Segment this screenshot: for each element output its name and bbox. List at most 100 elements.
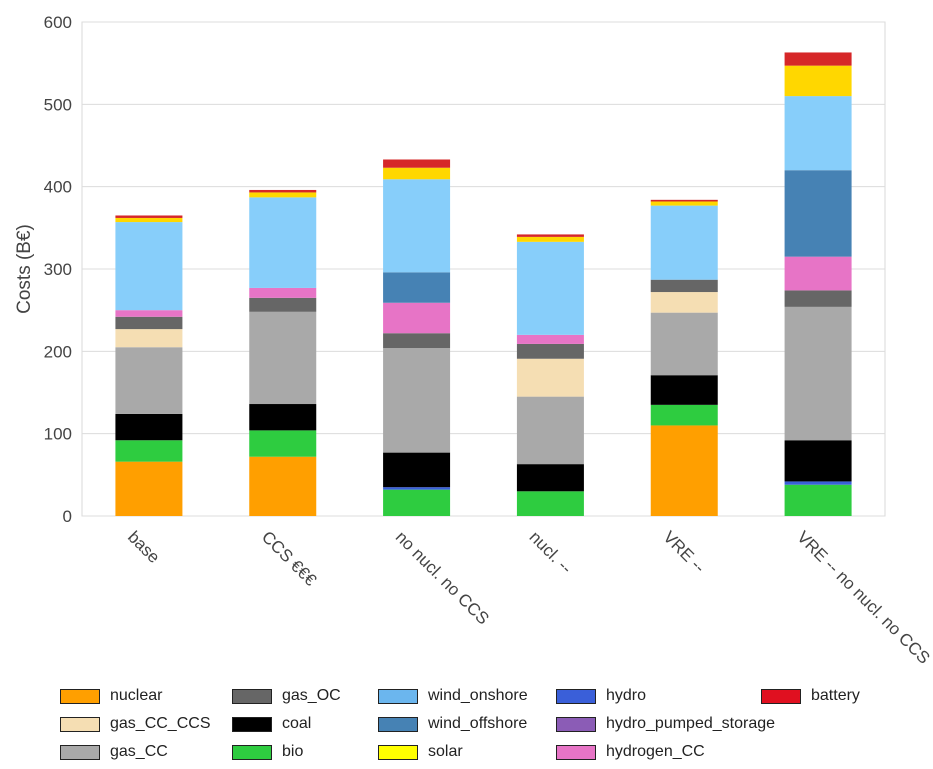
y-tick-label: 100 — [44, 425, 72, 444]
legend-label: hydro_pumped_storage — [606, 715, 776, 732]
bar-segment-wind-onshore — [249, 197, 317, 288]
bar-segment-bio — [784, 484, 852, 516]
legend-item-gas-CC: gas_CC — [60, 740, 168, 764]
bar-segment-solar — [650, 201, 718, 206]
bar-segment-coal — [115, 413, 183, 441]
legend-swatch — [232, 744, 272, 760]
bar-segment-bio — [516, 491, 584, 516]
legend-label: wind_offshore — [428, 715, 528, 732]
legend-swatch — [556, 716, 596, 732]
bar-segment-gas-OC — [383, 333, 451, 349]
bar-segment-hydrogen-CC — [383, 302, 451, 334]
bar-segment-coal — [516, 464, 584, 492]
legend-item-battery: battery — [761, 684, 860, 708]
bar-segment-wind-onshore — [784, 96, 852, 171]
legend-item-bio: bio — [232, 740, 303, 764]
legend-label: battery — [811, 687, 860, 704]
x-tick-label: VRE -- no nucl. no CCS — [793, 527, 933, 667]
bar-segment-coal — [650, 375, 718, 405]
legend-item-hydrogen-CC: hydrogen_CC — [556, 740, 705, 764]
legend-item-wind-onshore: wind_onshore — [378, 684, 528, 708]
bar-segment-coal — [383, 452, 451, 488]
x-tick-label: VRE -- — [659, 527, 708, 576]
bar-segment-gas-CC — [249, 311, 317, 405]
bar-segment-wind-onshore — [516, 241, 584, 335]
bar-segment-bio — [249, 430, 317, 457]
legend-item-solar: solar — [378, 740, 463, 764]
legend-swatch — [60, 688, 100, 704]
bar-segment-battery — [650, 199, 718, 202]
bar-segment-nuclear — [115, 461, 183, 516]
legend-item-hydro: hydro — [556, 684, 646, 708]
bar-segment-solar — [383, 167, 451, 180]
stacked-bar-chart: 0 100 200 300 400 500 600 Costs (B€) base CCS €€€… — [14, 13, 933, 668]
legend-swatch — [378, 688, 418, 704]
legend-label: nuclear — [110, 687, 163, 704]
legend-item-hydro-pumped-storage: hydro_pumped_storage — [556, 712, 775, 736]
bar-segment-gas-CC-CCS — [516, 358, 584, 397]
legend-label: gas_CC_CCS — [110, 715, 211, 732]
bar-segment-wind-onshore — [383, 179, 451, 273]
bar-segment-bio — [115, 440, 183, 462]
bar-segment-battery — [784, 52, 852, 66]
bar-segment-battery — [115, 215, 183, 218]
bar-segment-hydrogen-CC — [784, 256, 852, 291]
legend-label: gas_OC — [282, 687, 341, 704]
bar-segment-gas-OC — [784, 290, 852, 307]
y-tick-label: 200 — [44, 342, 72, 361]
bar-segment-bio — [650, 404, 718, 426]
legend-label: bio — [282, 743, 304, 760]
legend-swatch — [556, 744, 596, 760]
legend-swatch — [761, 688, 801, 704]
x-tick-label: no nucl. no CCS — [392, 527, 493, 628]
legend-label: solar — [428, 743, 463, 760]
bar-segment-battery — [383, 159, 451, 168]
legend-label: hydro — [606, 687, 647, 704]
legend-label: hydrogen_CC — [606, 743, 705, 760]
bar-segment-hydrogen-CC — [516, 334, 584, 344]
legend-swatch — [556, 688, 596, 704]
bar-segment-solar — [784, 65, 852, 97]
legend-swatch — [60, 744, 100, 760]
bar-segment-solar — [115, 217, 183, 223]
y-tick-label: 300 — [44, 260, 72, 279]
bar-segment-solar — [516, 236, 584, 242]
bar-segment-gas-CC — [115, 347, 183, 414]
legend-item-coal: coal — [232, 712, 311, 736]
bar-segment-wind-onshore — [115, 222, 183, 311]
bar-segment-coal — [249, 404, 317, 431]
legend-label: gas_CC — [110, 743, 168, 760]
bar-segment-solar — [249, 192, 317, 198]
bar-segment-gas-CC — [784, 306, 852, 441]
y-tick-label: 600 — [44, 13, 72, 32]
bar-segment-nuclear — [650, 425, 718, 516]
y-tick-label: 400 — [44, 178, 72, 197]
bar-segment-wind-offshore — [784, 170, 852, 257]
bar-segment-wind-onshore — [650, 205, 718, 280]
bar-segment-hydro — [383, 487, 451, 490]
legend-item-gas-OC: gas_OC — [232, 684, 341, 708]
y-tick-label: 500 — [44, 95, 72, 114]
legend-swatch — [378, 716, 418, 732]
bar-segment-gas-CC-CCS — [650, 292, 718, 313]
bar-segment-hydrogen-CC — [115, 310, 183, 317]
x-tick-label: nucl. -- — [526, 527, 576, 577]
bar-segment-battery — [516, 234, 584, 237]
y-tick-label: 0 — [63, 507, 72, 526]
bar-segment-nuclear — [249, 456, 317, 516]
bar-segment-hydro — [784, 481, 852, 485]
bar-segment-gas-CC-CCS — [115, 329, 183, 348]
legend-swatch — [232, 688, 272, 704]
legend-swatch — [232, 716, 272, 732]
legend-label: wind_onshore — [428, 687, 528, 704]
bar-segment-gas-OC — [249, 297, 317, 312]
bar-segment-bio — [383, 489, 451, 516]
x-tick-label: CCS €€€ — [258, 527, 321, 590]
bar-segment-gas-OC — [650, 279, 718, 293]
legend-item-gas-CC-CCS: gas_CC_CCS — [60, 712, 210, 736]
legend-swatch — [60, 716, 100, 732]
bar-segment-wind-offshore — [383, 272, 451, 303]
y-axis-label: Costs (B€) — [14, 224, 35, 314]
bar-segment-gas-CC — [383, 348, 451, 453]
